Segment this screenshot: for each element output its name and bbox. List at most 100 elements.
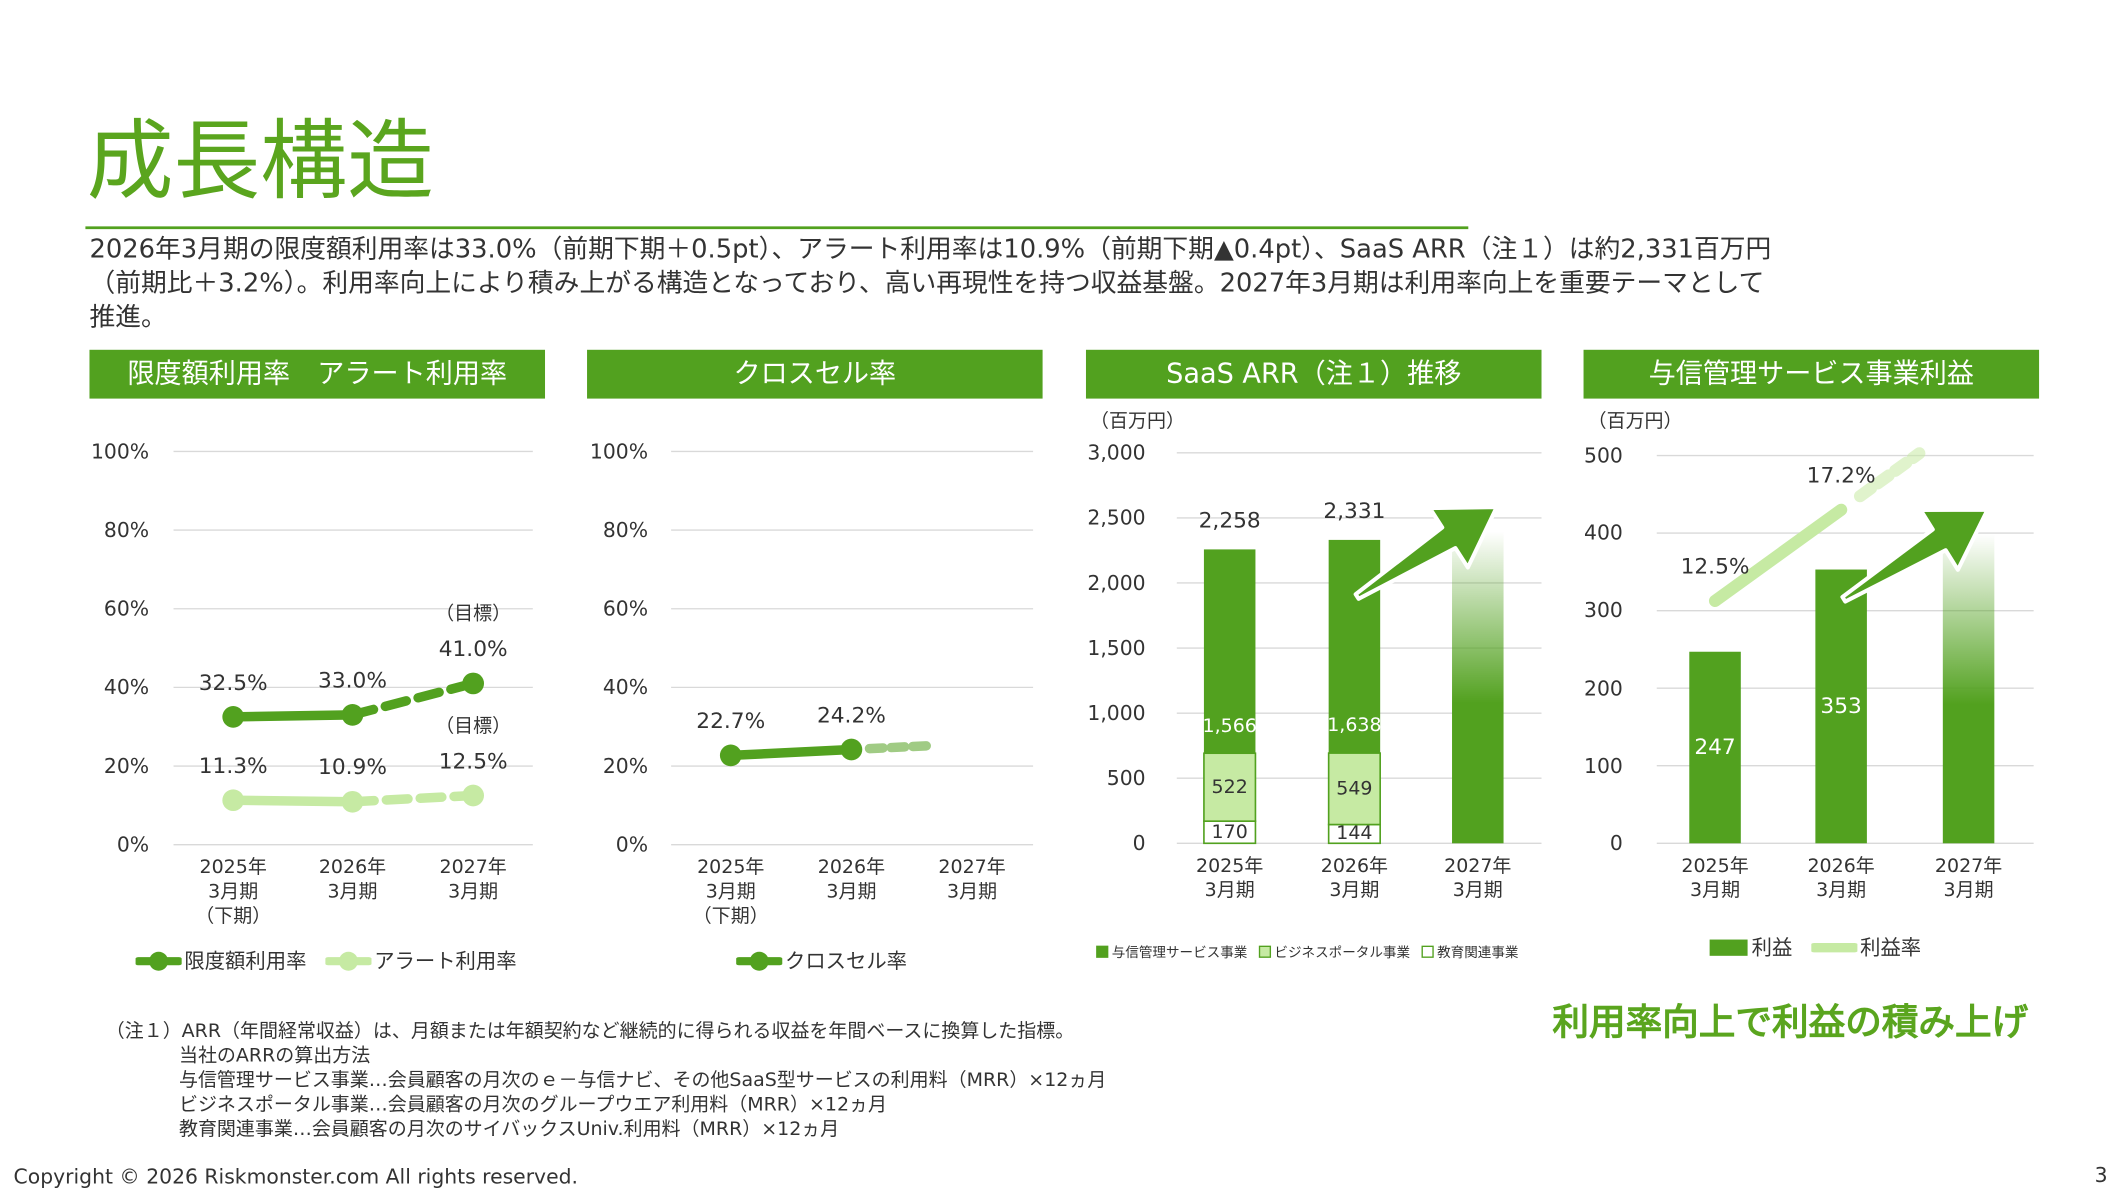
legend-swatch [1811, 942, 1858, 952]
line-point [719, 744, 742, 767]
line-target [347, 678, 478, 720]
legend-item: 利益 [1708, 933, 1792, 961]
data-label: 11.3% [198, 752, 268, 779]
bar-segment [1328, 539, 1381, 754]
bar-label: 353 [1820, 692, 1862, 719]
note-line: 与信管理サービス事業…会員顧客の月次のｅ－与信ナビ、その他SaaS型サービスの利… [178, 1069, 1107, 1092]
annotation: （目標） [435, 715, 512, 738]
growth-arrow [1353, 505, 1499, 601]
x-tick-label: 2026年 3月期 [1807, 855, 1875, 902]
line-solid [1708, 503, 1848, 608]
chart-header: 限度額利用率 アラート利用率 [89, 349, 546, 399]
y-tick-label: 3,000 [1087, 440, 1146, 466]
y-axis-unit: （百万円） [1090, 410, 1185, 433]
total-label: 2,331 [1323, 497, 1386, 524]
legend-dot [749, 951, 769, 971]
legend-dot [149, 951, 169, 971]
legend: 利益 利益率 [1708, 933, 1921, 961]
line-point [462, 784, 485, 807]
x-tick-label: 2025年 3月期 （下期） [195, 856, 272, 928]
tagline: 利用率向上で利益の積み上げ [1552, 1001, 2029, 1044]
y-tick-label: 80% [602, 517, 649, 543]
y-tick-label: 100% [589, 439, 649, 464]
y-tick-label: 1,500 [1087, 635, 1146, 661]
description-line: （前期比＋3.2%）。利用率向上により積み上がる構造となっており、高い再現性を持… [89, 268, 1765, 299]
bar-label: 170 [1211, 821, 1248, 844]
x-tick-label: 2027年 3月期 [1444, 855, 1512, 902]
line-solid [228, 795, 358, 807]
legend-label: 利益 [1751, 935, 1793, 960]
trend-tail [864, 741, 931, 754]
bar-label: 1,566 [1202, 715, 1257, 737]
legend-swatch [736, 951, 783, 971]
data-label: 24.2% [816, 702, 886, 728]
data-label: 12.5% [438, 748, 508, 774]
bar-label: 144 [1336, 823, 1373, 845]
y-tick-label: 60% [103, 596, 150, 621]
legend-item: 利益率 [1811, 933, 1921, 961]
legend-item: アラート利用率 [325, 946, 517, 974]
description-line: 2026年3月期の限度額利用率は33.0%（前期下期＋0.5pt）、アラート利用… [89, 234, 1772, 265]
y-tick-label: 40% [103, 675, 150, 700]
note-line: 当社のARRの算出方法 [178, 1045, 371, 1067]
legend-label: アラート利用率 [374, 949, 517, 974]
y-tick-label: 100 [1584, 753, 1623, 778]
note-line: ビジネスポータル事業…会員顧客の月次のグループウエア利用料（MRR）×12ヵ月 [178, 1094, 888, 1116]
legend-label: クロスセル率 [784, 949, 908, 974]
y-tick-label: 200 [1584, 675, 1623, 701]
legend-swatch [1096, 944, 1109, 958]
y-tick-label: 20% [602, 753, 649, 779]
x-tick-label: 2025年 3月期 [1681, 855, 1749, 902]
data-label: 12.5% [1680, 553, 1750, 580]
y-tick-label: 20% [103, 753, 150, 779]
y-tick-label: 80% [103, 517, 150, 543]
chart-header: SaaS ARR（注１）推移 [1085, 349, 1542, 399]
legend-box [1096, 944, 1109, 958]
page-number: 3 [2094, 1163, 2108, 1188]
legend-box [1258, 944, 1272, 958]
bar-label: 247 [1694, 733, 1736, 760]
y-tick-label: 2,500 [1087, 505, 1146, 531]
legend: クロスセル率 [736, 946, 907, 974]
data-label: 41.0% [438, 635, 508, 662]
x-tick-label: 2027年 3月期 [439, 856, 507, 903]
legend: 限度額利用率 アラート利用率 [135, 946, 517, 974]
x-tick-label: 2025年 3月期 [1196, 855, 1264, 902]
line-point [222, 706, 245, 728]
y-tick-label: 0 [1609, 831, 1623, 856]
y-tick-label: 100% [90, 439, 150, 464]
bar-label: 522 [1211, 776, 1248, 799]
y-tick-label: 40% [602, 675, 649, 700]
legend-swatch [325, 951, 372, 971]
y-tick-label: 60% [602, 596, 649, 621]
projection-bar [1942, 534, 1995, 844]
bar-segment [1203, 549, 1256, 754]
x-tick-label: 2025年 3月期 （下期） [692, 856, 769, 928]
line-solid [726, 744, 857, 761]
y-tick-label: 300 [1584, 598, 1623, 623]
legend-dot [338, 951, 358, 971]
trend-tail [1853, 447, 1926, 503]
bar-label: 1,638 [1327, 715, 1382, 737]
legend-swatch [1709, 938, 1748, 956]
legend-swatch [1258, 944, 1272, 958]
legend-box [1709, 938, 1748, 956]
bar-segment [1689, 651, 1741, 844]
data-label: 22.7% [696, 707, 766, 734]
y-tick-label: 2,000 [1087, 570, 1146, 596]
x-tick-label: 2026年 3月期 [817, 856, 886, 903]
legend-label: 教育関連事業 [1437, 946, 1519, 962]
y-tick-label: 0% [615, 832, 649, 857]
data-label: 17.2% [1806, 462, 1876, 489]
total-label: 2,258 [1198, 507, 1261, 534]
growth-arrow [1840, 507, 1990, 604]
legend-swatch [1421, 944, 1434, 958]
data-label: 32.5% [198, 669, 268, 696]
line-point [222, 789, 245, 812]
legend-label: 限度額利用率 [184, 949, 307, 974]
y-tick-label: 0 [1132, 831, 1146, 856]
y-tick-label: 500 [1584, 443, 1623, 468]
projection-bar [1452, 531, 1504, 844]
